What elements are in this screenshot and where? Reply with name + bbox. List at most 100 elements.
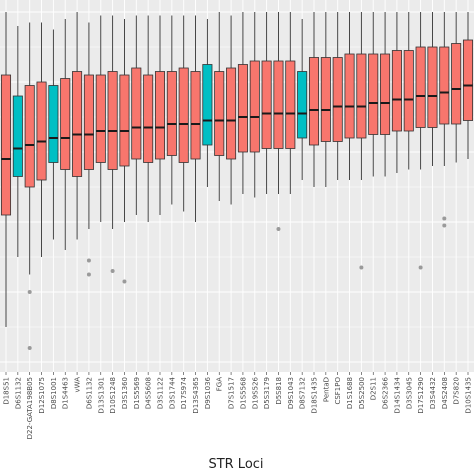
x-tick-label: D8S1001 bbox=[50, 377, 58, 409]
outlier-point bbox=[276, 227, 281, 231]
box-d9s1036 bbox=[202, 19, 213, 187]
box-d9s1043 bbox=[285, 12, 296, 194]
box-d5s2500 bbox=[356, 12, 367, 270]
x-tick-label: D17S1290 bbox=[417, 377, 425, 414]
x-tick-label: D2S11 bbox=[370, 377, 378, 400]
box-body bbox=[320, 57, 331, 142]
x-tick-label: FGA bbox=[216, 377, 224, 391]
outlier-point bbox=[122, 279, 127, 284]
box-body bbox=[202, 64, 213, 146]
box-body bbox=[131, 67, 142, 160]
outlier-point bbox=[110, 269, 115, 273]
box-body bbox=[439, 46, 450, 125]
box-body bbox=[190, 71, 201, 160]
box-d5s3179 bbox=[261, 12, 272, 194]
x-tick-label: D9S1036 bbox=[204, 376, 212, 409]
x-tick-label: D18S1435 bbox=[311, 377, 319, 414]
x-tick-label: D13S4365 bbox=[192, 377, 200, 414]
x-tick-label: D12S1075 bbox=[38, 377, 46, 414]
box-body bbox=[344, 53, 355, 139]
box-body bbox=[12, 95, 23, 177]
box-d19s526 bbox=[249, 12, 260, 198]
box-d13s1301 bbox=[95, 15, 106, 222]
box-body bbox=[237, 64, 248, 153]
box-d17s1290 bbox=[415, 12, 426, 270]
x-tick-label: D6S1132 bbox=[14, 377, 22, 409]
box-body bbox=[154, 71, 166, 160]
x-tick-label: D1S4463 bbox=[62, 377, 70, 409]
x-tick-label: D13S1301 bbox=[97, 377, 105, 414]
outlier-point bbox=[86, 272, 91, 277]
x-tick-label: D17S974 bbox=[180, 376, 188, 409]
box-body bbox=[403, 50, 414, 132]
box-body bbox=[356, 53, 367, 139]
outlier-point bbox=[359, 265, 364, 270]
box-pentad bbox=[320, 12, 331, 187]
box-body bbox=[261, 60, 272, 149]
x-tick-label: D14S1434 bbox=[393, 376, 401, 413]
x-tick-label: D7S820 bbox=[453, 377, 461, 405]
x-tick-label: D3S1360 bbox=[121, 377, 129, 409]
box-d5s818 bbox=[273, 12, 284, 231]
box-body bbox=[427, 46, 438, 128]
box-body bbox=[285, 60, 296, 149]
box-body bbox=[143, 74, 154, 163]
x-tick-label: D3S1744 bbox=[168, 376, 176, 409]
box-d18s1435 bbox=[308, 12, 320, 187]
box-body bbox=[107, 71, 118, 170]
outlier-point bbox=[86, 258, 91, 263]
box-vwa bbox=[72, 12, 83, 240]
box-d3s1360 bbox=[119, 19, 130, 284]
x-tick-label: vWA bbox=[74, 377, 82, 393]
box-body bbox=[60, 78, 71, 170]
plot-panel bbox=[0, 0, 474, 372]
x-tick-label: D10S1435 bbox=[465, 377, 473, 414]
box-d8s1001 bbox=[48, 29, 59, 240]
box-body bbox=[273, 60, 284, 149]
x-tick-label: D4S5608 bbox=[145, 377, 153, 409]
box-body bbox=[48, 85, 59, 163]
x-tick-label: D19S526 bbox=[251, 376, 259, 409]
box-body bbox=[72, 71, 83, 177]
outlier-point bbox=[442, 223, 447, 228]
box-d7s1517 bbox=[226, 15, 237, 205]
x-tick-label: D6S2366 bbox=[382, 376, 390, 409]
box-d8s7132 bbox=[297, 19, 308, 180]
box-d7s820 bbox=[451, 12, 462, 163]
box-fga bbox=[214, 12, 225, 201]
x-tick-label: D9S1043 bbox=[287, 377, 295, 409]
boxes bbox=[0, 12, 474, 350]
box-body bbox=[249, 60, 260, 153]
box-d2s11 bbox=[368, 12, 379, 177]
box-d10s1248 bbox=[107, 15, 118, 273]
box-d6s1132 bbox=[83, 22, 94, 277]
outlier-point bbox=[27, 290, 32, 294]
box-d3s1744 bbox=[166, 15, 177, 205]
x-tick-label: D6S1132 bbox=[85, 377, 93, 409]
x-tick-label: D3S1122 bbox=[157, 377, 165, 409]
box-d3s3045 bbox=[403, 12, 414, 170]
box-body bbox=[308, 57, 320, 146]
box-body bbox=[166, 71, 177, 156]
box-d1s5569 bbox=[131, 15, 142, 215]
box-d3s1122 bbox=[154, 15, 166, 215]
box-body bbox=[83, 74, 94, 170]
box-body bbox=[380, 53, 391, 135]
box-d1s4463 bbox=[60, 19, 71, 250]
box-d10s1435 bbox=[462, 12, 474, 159]
x-tick-label: D5S2500 bbox=[358, 377, 366, 409]
x-tick-labels: D18S51 D6S1132 D22-GATA198B05 D12S1075 D8S10… bbox=[3, 372, 473, 439]
box-d6s2366 bbox=[380, 12, 391, 177]
box-body bbox=[178, 67, 189, 163]
x-axis-title: STR Loci bbox=[208, 457, 263, 472]
box-body bbox=[95, 74, 106, 163]
outlier-point bbox=[418, 265, 423, 270]
x-tick-label: D1S5569 bbox=[133, 377, 141, 409]
box-d13s4365 bbox=[190, 15, 201, 222]
box-body bbox=[36, 81, 47, 181]
box-body bbox=[451, 43, 462, 125]
outlier-point bbox=[27, 346, 32, 350]
x-tick-label: D5S3179 bbox=[263, 377, 271, 409]
x-tick-label: D10S1248 bbox=[109, 377, 117, 414]
